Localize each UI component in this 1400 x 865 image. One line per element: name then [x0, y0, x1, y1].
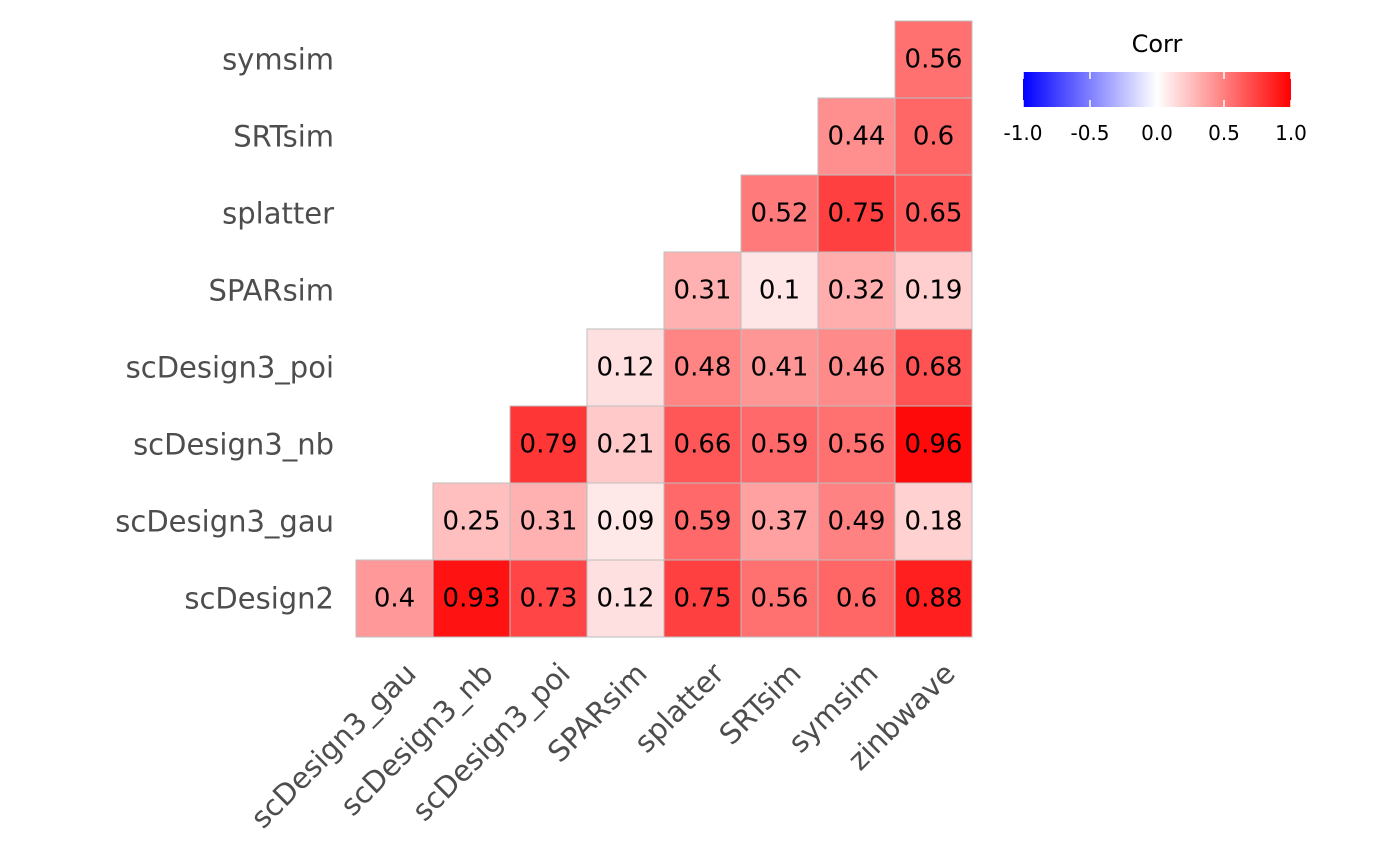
cell-value-label: 0.56 — [905, 45, 963, 75]
cell-value-label: 0.1 — [759, 276, 800, 306]
cell-scdesign2-scdesign3-gau — [355, 559, 434, 638]
cell-value-label: 0.88 — [905, 584, 963, 614]
cell-value-label: 0.73 — [520, 584, 578, 614]
cell-value-label: 0.12 — [597, 584, 655, 614]
heatmap-cells: 0.4 0.93 0.73 0.12 0.75 0.56 0.6 0.88 0.25 0.31 0.… — [355, 20, 973, 638]
cell-scdesign3-nb-symsim — [817, 405, 896, 484]
legend-tick-label: -0.5 — [1070, 121, 1109, 145]
legend-tick-label: 1.0 — [1275, 121, 1307, 145]
cell-value-label: 0.75 — [828, 199, 886, 229]
x-axis-labels: scDesign3_gauscDesign3_nbscDesign3_poiSP… — [244, 656, 962, 835]
cell-value-label: 0.18 — [905, 507, 963, 537]
cell-value-label: 0.25 — [443, 507, 501, 537]
legend: Corr -1.0 -0.5 0.0 0.5 1.0 — [1003, 30, 1306, 145]
cell-scdesign3-gau-srtsim — [740, 482, 819, 561]
cell-value-label: 0.48 — [674, 353, 732, 383]
cell-value-label: 0.79 — [520, 430, 578, 460]
cell-value-label: 0.56 — [828, 430, 886, 460]
cell-splatter-srtsim — [740, 174, 819, 253]
cell-scdesign2-srtsim — [740, 559, 819, 638]
y-axis-label-splatter: splatter — [222, 197, 334, 231]
y-axis-label-srtsim: SRTsim — [233, 120, 334, 154]
cell-scdesign3-poi-sparsim — [586, 328, 665, 407]
cell-value-label: 0.59 — [674, 507, 732, 537]
cell-scdesign2-scdesign3-nb — [432, 559, 511, 638]
cell-sparsim-srtsim — [740, 251, 819, 330]
cell-value-label: 0.65 — [905, 199, 963, 229]
y-axis-label-scdesign3-poi: scDesign3_poi — [126, 351, 334, 385]
cell-value-label: 0.56 — [751, 584, 809, 614]
cell-value-label: 0.4 — [374, 584, 415, 614]
cell-value-label: 0.21 — [597, 430, 655, 460]
cell-value-label: 0.6 — [913, 122, 954, 152]
cell-value-label: 0.31 — [520, 507, 578, 537]
cell-scdesign2-sparsim — [586, 559, 665, 638]
cell-value-label: 0.75 — [674, 584, 732, 614]
legend-tick-label: 0.0 — [1141, 121, 1173, 145]
cell-scdesign2-symsim — [817, 559, 896, 638]
cell-scdesign3-gau-splatter — [663, 482, 742, 561]
cell-splatter-zinbwave — [894, 174, 973, 253]
cell-srtsim-symsim — [817, 97, 896, 176]
cell-value-label: 0.66 — [674, 430, 732, 460]
y-axis-label-symsim: symsim — [222, 43, 334, 77]
cell-scdesign3-poi-zinbwave — [894, 328, 973, 407]
cell-value-label: 0.12 — [597, 353, 655, 383]
cell-value-label: 0.68 — [905, 353, 963, 383]
legend-tick-label: 0.5 — [1208, 121, 1240, 145]
cell-srtsim-zinbwave — [894, 97, 973, 176]
cell-scdesign3-nb-zinbwave — [894, 405, 973, 484]
y-axis-label-scdesign2: scDesign2 — [184, 582, 334, 616]
cell-scdesign3-poi-splatter — [663, 328, 742, 407]
cell-value-label: 0.09 — [597, 507, 655, 537]
cell-value-label: 0.44 — [828, 122, 886, 152]
cell-sparsim-zinbwave — [894, 251, 973, 330]
legend-title: Corr — [1132, 30, 1183, 58]
cell-scdesign3-gau-scdesign3-poi — [509, 482, 588, 561]
cell-scdesign3-nb-sparsim — [586, 405, 665, 484]
cell-value-label: 0.93 — [443, 584, 501, 614]
y-axis-labels: scDesign2 scDesign3_gau scDesign3_nb scDesi… — [115, 43, 334, 616]
legend-tick-label: -1.0 — [1003, 121, 1042, 145]
cell-scdesign3-gau-scdesign3-nb — [432, 482, 511, 561]
cell-value-label: 0.52 — [751, 199, 809, 229]
cell-value-label: 0.46 — [828, 353, 886, 383]
cell-scdesign2-splatter — [663, 559, 742, 638]
y-axis-label-scdesign3-gau: scDesign3_gau — [115, 505, 334, 539]
cell-symsim-zinbwave — [894, 20, 973, 99]
cell-value-label: 0.6 — [836, 584, 877, 614]
y-axis-label-scdesign3-nb: scDesign3_nb — [133, 428, 334, 462]
cell-scdesign2-zinbwave — [894, 559, 973, 638]
cell-value-label: 0.59 — [751, 430, 809, 460]
cell-sparsim-splatter — [663, 251, 742, 330]
cell-scdesign3-nb-srtsim — [740, 405, 819, 484]
cell-scdesign3-nb-scdesign3-poi — [509, 405, 588, 484]
y-axis-label-sparsim: SPARsim — [209, 274, 334, 308]
cell-scdesign3-gau-zinbwave — [894, 482, 973, 561]
cell-value-label: 0.96 — [905, 430, 963, 460]
cell-value-label: 0.19 — [905, 276, 963, 306]
cell-scdesign3-poi-symsim — [817, 328, 896, 407]
cell-scdesign3-nb-splatter — [663, 405, 742, 484]
cell-value-label: 0.37 — [751, 507, 809, 537]
cell-value-label: 0.32 — [828, 276, 886, 306]
legend-ticks: -1.0 -0.5 0.0 0.5 1.0 — [1003, 72, 1307, 145]
cell-sparsim-symsim — [817, 251, 896, 330]
cell-value-label: 0.31 — [674, 276, 732, 306]
cell-value-label: 0.49 — [828, 507, 886, 537]
cell-value-label: 0.41 — [751, 353, 809, 383]
